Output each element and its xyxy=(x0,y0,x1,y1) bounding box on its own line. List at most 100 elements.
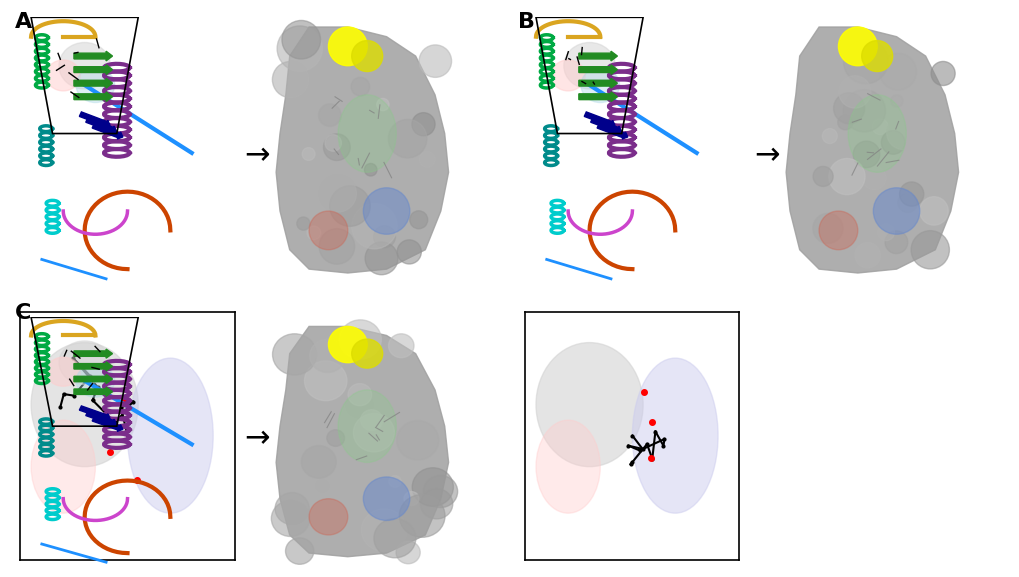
Circle shape xyxy=(419,152,435,167)
FancyArrow shape xyxy=(86,118,116,133)
Polygon shape xyxy=(276,327,448,557)
Circle shape xyxy=(319,175,356,212)
FancyArrow shape xyxy=(74,65,112,74)
FancyArrow shape xyxy=(584,112,614,128)
Circle shape xyxy=(352,204,396,249)
Circle shape xyxy=(878,53,916,90)
Circle shape xyxy=(285,538,314,564)
Circle shape xyxy=(374,519,416,558)
Circle shape xyxy=(581,68,619,103)
Circle shape xyxy=(872,188,919,234)
Circle shape xyxy=(420,489,452,519)
Circle shape xyxy=(888,148,933,194)
Circle shape xyxy=(307,226,320,239)
Circle shape xyxy=(316,480,328,492)
Circle shape xyxy=(328,327,367,363)
Circle shape xyxy=(396,421,438,460)
Circle shape xyxy=(277,26,322,71)
Circle shape xyxy=(388,475,400,488)
Circle shape xyxy=(328,27,367,66)
Circle shape xyxy=(419,45,451,77)
Circle shape xyxy=(812,166,833,186)
Circle shape xyxy=(854,242,879,268)
Text: A: A xyxy=(15,12,33,32)
Circle shape xyxy=(838,27,876,66)
FancyArrow shape xyxy=(74,51,112,61)
Circle shape xyxy=(302,148,315,160)
Circle shape xyxy=(550,60,585,91)
FancyArrow shape xyxy=(579,78,616,88)
Circle shape xyxy=(843,39,888,84)
Text: →: → xyxy=(754,141,780,170)
Circle shape xyxy=(363,188,410,234)
Circle shape xyxy=(346,393,372,417)
FancyArrow shape xyxy=(79,406,110,421)
Circle shape xyxy=(404,492,419,505)
Circle shape xyxy=(880,130,904,154)
Circle shape xyxy=(876,224,894,241)
Circle shape xyxy=(871,119,888,134)
Circle shape xyxy=(388,334,414,358)
Circle shape xyxy=(837,115,852,130)
Circle shape xyxy=(862,166,886,190)
Circle shape xyxy=(361,509,407,552)
Circle shape xyxy=(412,113,435,136)
FancyArrow shape xyxy=(79,112,110,128)
Text: B: B xyxy=(518,12,535,32)
Text: →: → xyxy=(245,424,269,453)
Circle shape xyxy=(339,320,381,359)
Circle shape xyxy=(310,339,345,373)
FancyArrow shape xyxy=(74,387,112,396)
Circle shape xyxy=(318,104,340,126)
FancyArrow shape xyxy=(74,92,112,102)
Circle shape xyxy=(59,341,110,384)
Circle shape xyxy=(301,445,336,478)
Circle shape xyxy=(364,163,377,176)
Circle shape xyxy=(899,182,923,206)
Circle shape xyxy=(564,43,614,89)
Ellipse shape xyxy=(127,358,213,513)
Text: →: → xyxy=(245,141,269,170)
Circle shape xyxy=(930,61,954,85)
Circle shape xyxy=(59,43,110,89)
Circle shape xyxy=(396,240,421,264)
FancyArrow shape xyxy=(579,65,616,74)
Ellipse shape xyxy=(632,358,717,513)
Circle shape xyxy=(305,361,346,400)
Circle shape xyxy=(271,501,310,537)
Circle shape xyxy=(833,93,864,123)
FancyArrow shape xyxy=(92,123,122,139)
Circle shape xyxy=(76,68,114,103)
Circle shape xyxy=(886,116,919,149)
Circle shape xyxy=(275,493,309,524)
Circle shape xyxy=(365,242,397,275)
Circle shape xyxy=(352,339,382,368)
Circle shape xyxy=(890,95,902,107)
Circle shape xyxy=(412,468,453,506)
Circle shape xyxy=(361,410,382,430)
Polygon shape xyxy=(276,27,448,273)
Circle shape xyxy=(46,60,81,91)
Circle shape xyxy=(329,186,370,226)
Ellipse shape xyxy=(338,95,396,173)
Circle shape xyxy=(853,141,878,167)
Circle shape xyxy=(838,76,870,108)
Circle shape xyxy=(323,134,350,160)
Circle shape xyxy=(821,129,837,144)
FancyArrow shape xyxy=(579,51,616,61)
Circle shape xyxy=(352,40,382,72)
FancyArrow shape xyxy=(92,417,122,432)
Circle shape xyxy=(272,61,309,98)
Circle shape xyxy=(297,217,310,230)
FancyArrow shape xyxy=(579,92,616,102)
Circle shape xyxy=(281,20,320,59)
Circle shape xyxy=(861,40,892,72)
Circle shape xyxy=(272,334,316,375)
Ellipse shape xyxy=(536,343,643,467)
Ellipse shape xyxy=(338,390,396,462)
Circle shape xyxy=(376,98,388,111)
Ellipse shape xyxy=(32,343,139,467)
Circle shape xyxy=(347,384,371,406)
Circle shape xyxy=(410,211,427,228)
Circle shape xyxy=(325,134,341,151)
